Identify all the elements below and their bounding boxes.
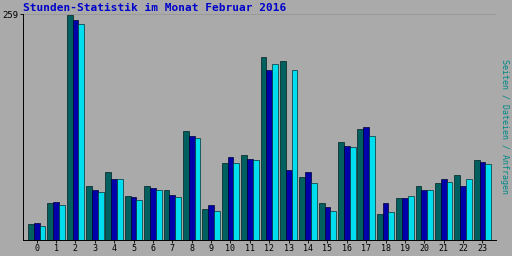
Bar [175, 197, 181, 240]
Bar [389, 212, 394, 240]
Bar [208, 205, 214, 240]
Bar [344, 146, 350, 240]
Bar [183, 131, 189, 240]
Bar [350, 147, 355, 240]
Bar [280, 61, 286, 240]
Bar [485, 164, 491, 240]
Bar [291, 70, 297, 240]
Bar [266, 70, 272, 240]
Bar [300, 177, 305, 240]
Bar [111, 179, 117, 240]
Bar [446, 182, 453, 240]
Bar [441, 179, 446, 240]
Bar [39, 226, 46, 240]
Bar [286, 170, 291, 240]
Bar [202, 209, 208, 240]
Bar [78, 24, 84, 240]
Bar [67, 15, 73, 240]
Bar [369, 135, 375, 240]
Bar [47, 204, 53, 240]
Bar [241, 155, 247, 240]
Bar [325, 207, 330, 240]
Bar [382, 204, 389, 240]
Bar [318, 204, 325, 240]
Bar [144, 186, 150, 240]
Bar [416, 186, 421, 240]
Bar [214, 211, 220, 240]
Bar [233, 163, 239, 240]
Bar [338, 143, 344, 240]
Bar [460, 186, 466, 240]
Bar [156, 190, 162, 240]
Bar [396, 198, 402, 240]
Bar [427, 190, 433, 240]
Bar [164, 189, 169, 240]
Bar [169, 195, 175, 240]
Bar [311, 184, 317, 240]
Bar [86, 186, 92, 240]
Bar [73, 20, 78, 240]
Bar [466, 179, 472, 240]
Bar [480, 162, 485, 240]
Bar [59, 205, 65, 240]
Bar [261, 57, 266, 240]
Bar [98, 192, 103, 240]
Bar [28, 224, 34, 240]
Bar [195, 138, 200, 240]
Bar [357, 129, 364, 240]
Bar [117, 179, 123, 240]
Y-axis label: Seiten / Dateien / Anfragen: Seiten / Dateien / Anfragen [500, 59, 509, 194]
Bar [402, 198, 408, 240]
Text: Stunden-Statistik im Monat Februar 2016: Stunden-Statistik im Monat Februar 2016 [23, 3, 286, 13]
Bar [222, 163, 227, 240]
Bar [131, 197, 137, 240]
Bar [247, 159, 253, 240]
Bar [34, 223, 39, 240]
Bar [364, 127, 369, 240]
Bar [92, 190, 98, 240]
Bar [408, 197, 414, 240]
Bar [53, 202, 59, 240]
Bar [137, 200, 142, 240]
Bar [435, 184, 441, 240]
Bar [377, 214, 382, 240]
Bar [474, 160, 480, 240]
Bar [305, 172, 311, 240]
Bar [189, 135, 195, 240]
Bar [150, 188, 156, 240]
Bar [105, 172, 111, 240]
Bar [421, 190, 427, 240]
Bar [272, 64, 278, 240]
Bar [330, 211, 336, 240]
Bar [253, 160, 259, 240]
Bar [227, 157, 233, 240]
Bar [454, 175, 460, 240]
Bar [125, 197, 131, 240]
